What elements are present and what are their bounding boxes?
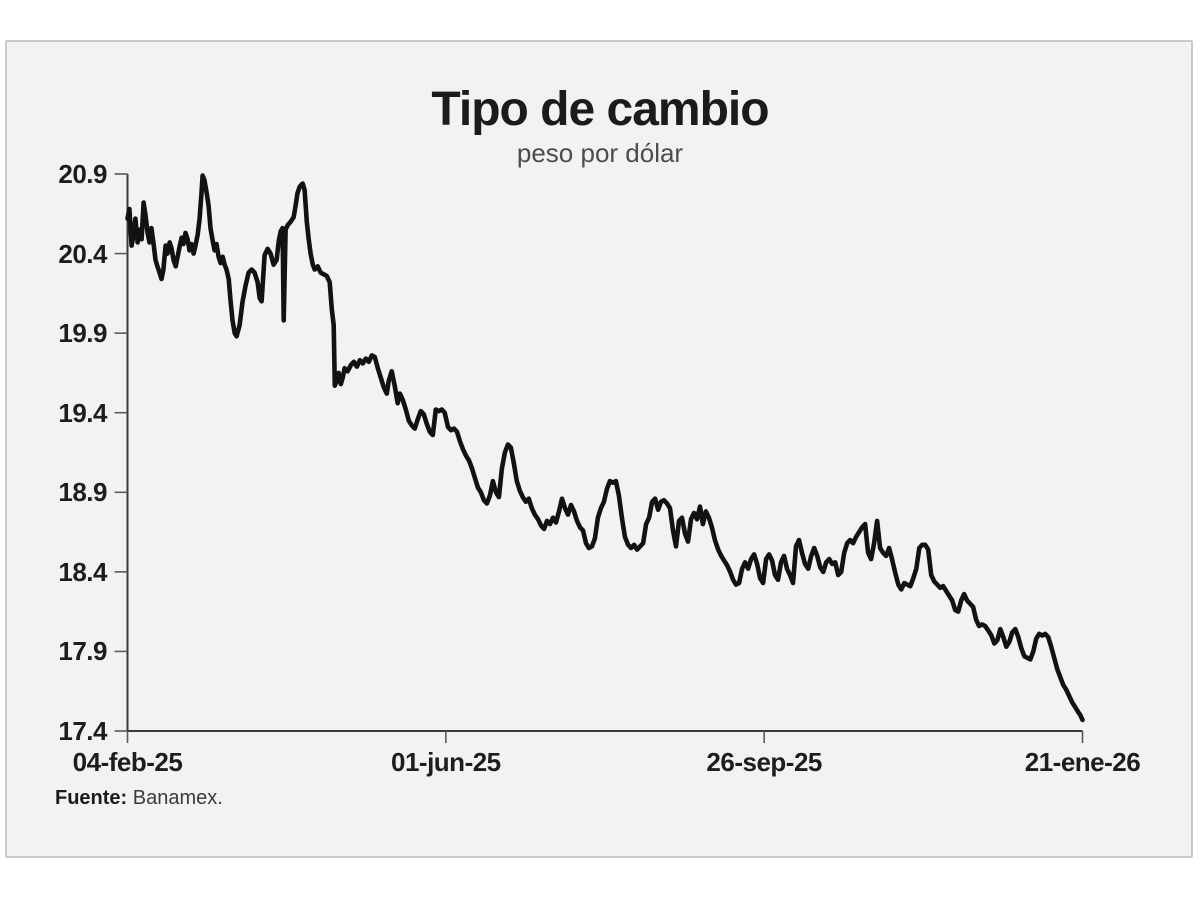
y-axis-tick-label: 20.9 xyxy=(58,159,107,189)
y-axis-tick-label: 17.4 xyxy=(58,716,107,746)
y-axis-tick-label: 18.4 xyxy=(58,556,107,587)
x-axis-tick-label: 21-ene-26 xyxy=(1024,747,1141,777)
source-value: Banamex. xyxy=(127,787,223,809)
exchange-rate-price-line xyxy=(125,173,1085,723)
x-axis-tick-label: 01-jun-25 xyxy=(391,747,501,777)
y-axis-tick-label: 19.4 xyxy=(58,397,107,428)
chart-title: Tipo de cambio xyxy=(431,83,769,136)
y-axis-tick-label: 19.9 xyxy=(58,318,107,349)
source-label: Fuente: xyxy=(55,787,128,809)
y-axis-tick-label: 18.9 xyxy=(58,477,107,508)
source-note: Fuente: Banamex. xyxy=(55,787,223,810)
x-axis-tick-label: 26-sep-25 xyxy=(706,747,822,777)
y-axis-tick-label: 17.9 xyxy=(58,636,107,667)
chart-subtitle: peso por dólar xyxy=(516,138,684,168)
x-axis-tick-label: 04-feb-25 xyxy=(72,747,183,777)
y-axis-tick-label: 20.4 xyxy=(58,238,107,269)
